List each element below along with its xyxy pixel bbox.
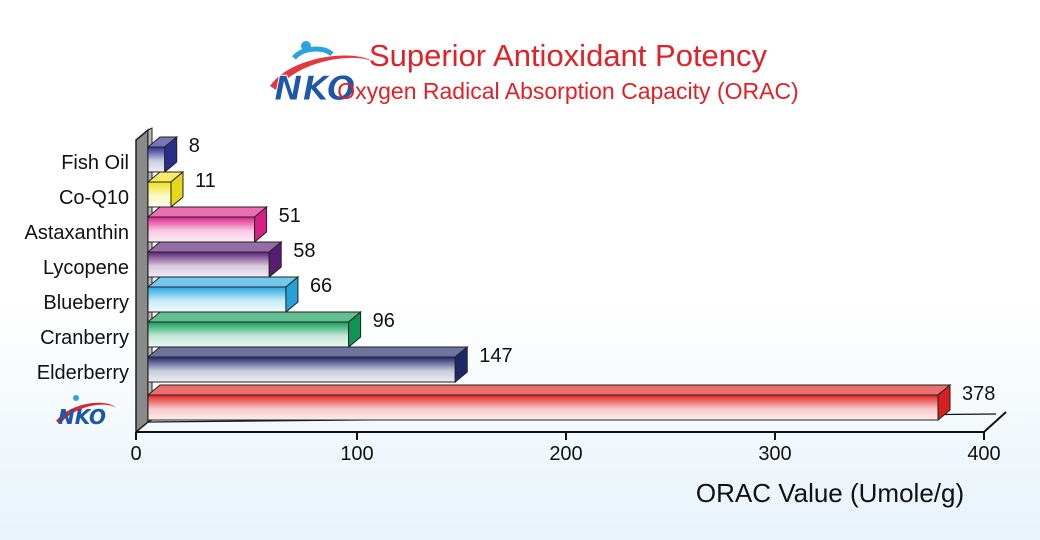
category-label: Astaxanthin xyxy=(24,222,129,244)
bar-side-face xyxy=(348,310,362,349)
bar-side-face xyxy=(164,135,178,174)
x-tick-label: 0 xyxy=(130,443,141,465)
label-layer: 8 Fish Oil 11 Co-Q10 51 Astaxanthin 58 Lycopene… xyxy=(24,135,995,429)
category-label: NKO xyxy=(58,405,106,429)
bar-top-face xyxy=(146,346,469,358)
bar-top-face xyxy=(146,311,363,323)
bar xyxy=(147,216,256,243)
category-label: Fish Oil xyxy=(61,152,129,174)
x-axis-label: ORAC Value (Umole/g) xyxy=(695,478,965,508)
bar-group xyxy=(146,205,268,244)
data-label: 147 xyxy=(479,345,512,367)
category-logo-nko: NKO xyxy=(56,395,116,429)
x-tick-label: 100 xyxy=(340,443,373,465)
category-label: Cranberry xyxy=(40,327,129,349)
data-label: 11 xyxy=(195,170,216,192)
bar-side-face xyxy=(170,170,184,209)
data-label: 66 xyxy=(310,275,332,297)
x-tick-label: 400 xyxy=(967,443,1000,465)
category-label: Blueberry xyxy=(43,292,129,314)
axis-back-wall xyxy=(135,128,149,434)
data-label: 8 xyxy=(189,135,200,157)
data-label: 51 xyxy=(279,205,301,227)
x-tick-label: 300 xyxy=(758,443,791,465)
data-label: 378 xyxy=(962,383,995,405)
category-label: Elderberry xyxy=(37,362,129,384)
bar-group xyxy=(146,135,179,174)
chart-subtitle: Oxygen Radical Absorption Capacity (ORAC… xyxy=(337,78,799,104)
bar-group xyxy=(146,240,283,279)
category-label: Lycopene xyxy=(43,257,129,279)
x-tick-label: 200 xyxy=(549,443,582,465)
bar xyxy=(147,321,350,348)
data-label: 58 xyxy=(293,240,315,262)
bar-group xyxy=(146,310,363,349)
bar-top-face xyxy=(146,276,300,288)
bar xyxy=(147,251,270,278)
bar-side-face xyxy=(268,240,282,279)
bar-side-face xyxy=(254,205,268,244)
category-label: Co-Q10 xyxy=(59,187,129,209)
nko-logo: NKO xyxy=(262,34,382,119)
svg-text:NKO: NKO xyxy=(274,69,356,109)
bar xyxy=(147,146,166,173)
bar xyxy=(147,394,939,421)
bar xyxy=(147,286,287,313)
chart-title: Superior Antioxidant Potency xyxy=(368,38,768,73)
bar xyxy=(147,356,456,383)
bar-side-face xyxy=(285,275,299,314)
bar-side-face xyxy=(937,383,951,422)
bar-top-face xyxy=(146,384,952,396)
data-label: 96 xyxy=(373,310,395,332)
bar-top-face xyxy=(146,241,283,253)
bar-top-face xyxy=(146,206,268,218)
bar-side-face xyxy=(454,345,468,384)
bar-group xyxy=(146,345,469,384)
bar-layer xyxy=(146,135,952,422)
bar-group xyxy=(146,383,952,422)
bar-group xyxy=(146,170,185,209)
bar-group xyxy=(146,275,300,314)
bar xyxy=(147,181,172,208)
